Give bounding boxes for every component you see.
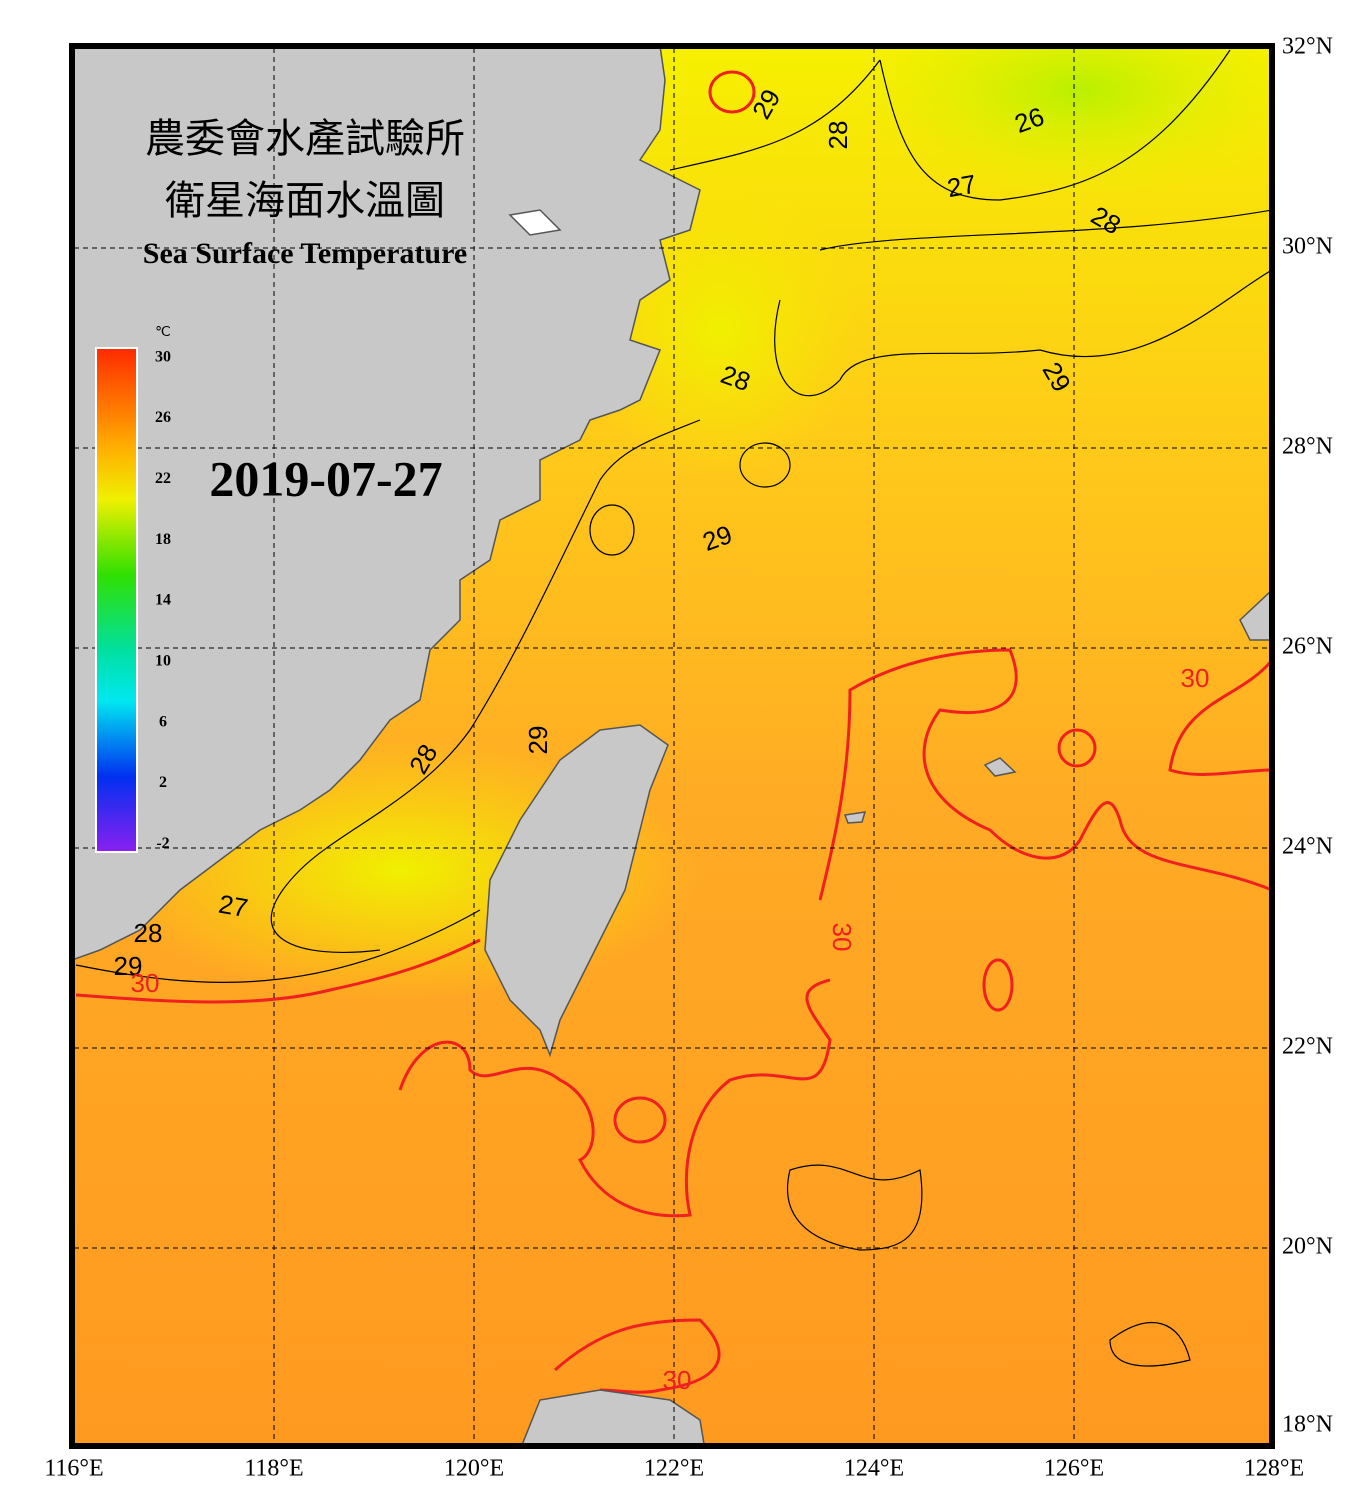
contours-30	[75, 70, 1272, 1394]
contour	[739, 442, 791, 488]
mainland	[72, 46, 701, 961]
contour-label: 27	[217, 889, 251, 924]
contour-label: 28	[823, 121, 853, 150]
contour	[786, 1164, 923, 1251]
estuary	[508, 209, 562, 236]
contour-label: 27	[945, 169, 979, 204]
colorbar-tick-label: 6	[159, 713, 167, 730]
map-frame	[69, 43, 1275, 1449]
x-tick-label: 128°E	[1244, 1456, 1304, 1482]
colorbar	[95, 347, 138, 853]
colorbar-tick-label: 10	[155, 653, 171, 670]
colorbar-tick-label: 30	[155, 348, 171, 365]
contour	[75, 909, 481, 983]
colorbar-tick-label: -2	[156, 835, 169, 852]
x-tick-label: 116°E	[44, 1456, 103, 1482]
y-tick-label: 30°N	[1282, 234, 1333, 260]
x-tick-label: 124°E	[844, 1456, 904, 1482]
contour-label: 30	[1181, 663, 1210, 693]
axes: 116°E 118°E 120°E 122°E 124°E 126°E 128°E 18°N 2…	[44, 34, 1333, 1482]
contour	[75, 938, 481, 1004]
contour-label: 30	[827, 923, 857, 952]
colorbar-tick-label: 14	[155, 592, 171, 609]
colorbar-tick-label: 18	[155, 531, 171, 548]
land	[72, 46, 1272, 1446]
contour	[1168, 659, 1272, 776]
y-tick-label: 28°N	[1282, 434, 1333, 460]
date: 2019-07-27	[209, 450, 442, 506]
contour-label: 28	[134, 918, 163, 948]
contour	[589, 504, 635, 556]
cool-water	[850, 46, 1272, 200]
contour	[818, 648, 1272, 901]
contour	[1057, 728, 1097, 768]
title: 農委會水產試驗所	[145, 116, 465, 161]
contour	[669, 49, 1231, 201]
island	[843, 811, 867, 824]
subtitle: 衛星海面水溫圖	[165, 178, 445, 223]
contour	[819, 209, 1272, 251]
y-tick-label: 32°N	[1282, 34, 1333, 60]
contour-label: 29	[523, 726, 553, 755]
contour	[613, 1096, 667, 1144]
contour	[708, 70, 756, 114]
island	[983, 757, 1017, 777]
luzon	[520, 1389, 706, 1446]
contour-label: 29	[114, 951, 143, 981]
y-tick-label: 20°N	[1282, 1234, 1333, 1260]
colorbar-unit: ℃	[155, 325, 171, 340]
x-tick-label: 118°E	[244, 1456, 303, 1482]
colorbar-tick-label: 22	[155, 470, 171, 487]
contour	[774, 269, 1272, 397]
grid	[74, 48, 1272, 1446]
y-tick-label: 24°N	[1282, 834, 1333, 860]
taiwan	[484, 724, 669, 1058]
contour	[1109, 1322, 1191, 1367]
contour-label: 30	[131, 968, 160, 998]
y-tick-label: 26°N	[1282, 634, 1333, 660]
colorbar-tick-label: 26	[155, 409, 171, 426]
x-tick-label: 120°E	[444, 1456, 504, 1482]
contour	[554, 1318, 721, 1394]
colorbar-ticks: 30 26 22 18 14 10 6 2 -2	[155, 348, 171, 852]
contour	[270, 419, 701, 953]
y-tick-label: 22°N	[1282, 1034, 1333, 1060]
contour	[398, 978, 832, 1218]
island	[1239, 588, 1272, 641]
contours	[75, 49, 1272, 1367]
title-en: Sea Surface Temperature	[143, 237, 467, 270]
y-tick-label: 18°N	[1282, 1412, 1333, 1438]
contour-label: 30	[663, 1365, 692, 1395]
x-tick-label: 126°E	[1044, 1456, 1104, 1482]
x-tick-label: 122°E	[644, 1456, 704, 1482]
contour	[982, 958, 1014, 1012]
colorbar-tick-label: 2	[159, 774, 167, 791]
